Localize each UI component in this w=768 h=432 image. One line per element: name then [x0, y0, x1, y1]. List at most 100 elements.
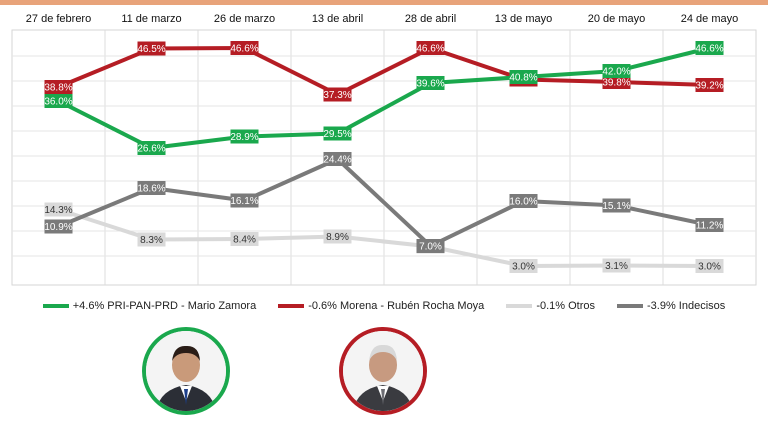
data-label: 8.3%: [140, 235, 163, 246]
series-morena-point: 46.6%: [416, 41, 445, 55]
data-label: 46.6%: [416, 44, 444, 55]
legend-swatch-light-gray: [506, 304, 533, 308]
series-morena-point: 37.3%: [323, 87, 352, 102]
data-label: 46.5%: [137, 44, 165, 55]
data-label-box: [137, 41, 166, 56]
data-label-box: [695, 41, 724, 55]
legend-item-pri-pan-prd: +4.6% PRI-PAN-PRD - Mario Zamora: [42, 300, 256, 312]
series-lines: [56, 46, 712, 268]
data-label-box: [323, 126, 352, 141]
line-chart: 27 de febrero 11 de marzo 26 de marzo 13 de…: [11, 13, 757, 286]
series-otros-point: 8.3%: [137, 232, 166, 247]
data-label-box: [137, 232, 166, 247]
data-label-box: [137, 181, 166, 195]
data-label: 3.1%: [605, 261, 628, 272]
x-tick-label: 27 de febrero: [26, 13, 91, 25]
series-morena-point: 39.8%: [602, 75, 631, 89]
data-label: 39.8%: [602, 78, 630, 89]
series-indecisos-point: 16.1%: [230, 193, 259, 208]
data-label: 3.0%: [512, 262, 535, 273]
data-label-box: [602, 258, 631, 273]
series-morena-point: 38.8%: [44, 80, 73, 94]
data-label: 15.1%: [602, 201, 630, 212]
x-tick-label: 11 de marzo: [121, 13, 181, 25]
data-label-box: [695, 78, 724, 92]
data-label-box: [44, 94, 73, 108]
series-pri-pan-prd-point: 42.0%: [602, 64, 631, 78]
series-otros-point: 14.3%: [44, 202, 73, 217]
data-label: 29.5%: [323, 129, 351, 140]
person-silhouette-icon: [343, 331, 423, 411]
series-otros-line: [56, 207, 712, 268]
data-label: 24.4%: [323, 155, 351, 166]
series-morena-line: [56, 46, 712, 97]
series-indecisos-point: 16.0%: [509, 194, 538, 208]
legend-item-indecisos: -3.9% Indecisos: [617, 300, 725, 312]
legend-item-morena: -0.6% Morena - Rubén Rocha Moya: [278, 300, 484, 312]
legend-swatch-red: [278, 304, 305, 308]
data-label-box: [509, 259, 538, 273]
series-otros-point: 3.0%: [509, 259, 538, 273]
candidate-portrait-mario-zamora: [142, 327, 230, 415]
data-label-box: [230, 193, 259, 208]
data-label: 10.9%: [44, 222, 72, 233]
data-label: 37.3%: [323, 90, 351, 101]
legend-swatch-green: [42, 304, 69, 308]
data-label: 36.0%: [44, 97, 72, 108]
data-label: 7.0%: [419, 242, 442, 253]
data-labels: 14.3%8.3%8.4%8.9%6.9%3.0%3.1%3.0%10.9%18…: [44, 41, 724, 273]
data-label-box: [137, 141, 166, 155]
data-label: 39.2%: [695, 81, 723, 92]
data-label-box: [44, 219, 73, 234]
data-label-box: [695, 259, 724, 273]
legend-label: -0.1% Otros: [536, 300, 595, 312]
data-label-box: [416, 76, 445, 90]
series-pri-pan-prd-line: [56, 46, 712, 150]
data-label: 16.1%: [230, 196, 258, 207]
data-label-box: [602, 75, 631, 89]
data-label: 39.6%: [416, 79, 444, 90]
series-indecisos-point: 15.1%: [602, 198, 631, 213]
data-label-box: [323, 87, 352, 102]
data-label-box: [323, 152, 352, 166]
series-pri-pan-prd-point: 46.6%: [695, 41, 724, 55]
data-label-box: [416, 239, 445, 253]
series-pri-pan-prd-point: 40.8%: [509, 70, 538, 84]
series-indecisos-point: 10.9%: [44, 219, 73, 234]
data-label: 46.6%: [230, 44, 258, 55]
series-indecisos-point: 24.4%: [323, 152, 352, 166]
data-label: 40.8%: [509, 73, 537, 84]
x-tick-label: 13 de abril: [312, 13, 363, 25]
top-accent-bar: [0, 0, 768, 5]
series-pri-pan-prd-point: 36.0%: [44, 94, 73, 108]
x-tick-label: 20 de mayo: [588, 13, 645, 25]
series-morena-point: 46.5%: [137, 41, 166, 56]
legend-item-otros: -0.1% Otros: [506, 300, 595, 312]
legend-swatch-dark-gray: [617, 304, 643, 308]
data-label-box: [44, 80, 73, 94]
x-axis-labels: 27 de febrero 11 de marzo 26 de marzo 13 de…: [26, 13, 738, 25]
series-morena-point: 39.2%: [695, 78, 724, 92]
data-label: 42.0%: [602, 67, 630, 78]
candidate-portrait-ruben-rocha-moya: [339, 327, 427, 415]
data-label-box: [44, 202, 73, 217]
data-label: 28.9%: [230, 132, 258, 143]
data-label: 14.3%: [44, 205, 72, 216]
data-label-box: [602, 198, 631, 213]
series-indecisos-line: [56, 157, 712, 248]
data-label: 26.6%: [137, 144, 165, 155]
series-indecisos-point: 7.0%: [416, 239, 445, 253]
data-label-box: [323, 229, 352, 244]
data-label-box: [230, 232, 259, 246]
series-morena-point: 46.6%: [230, 41, 259, 55]
x-tick-label: 24 de mayo: [681, 13, 738, 25]
data-label-box: [695, 218, 724, 232]
data-label-box: [509, 70, 538, 84]
series-pri-pan-prd-point: 26.6%: [137, 141, 166, 155]
legend-label: -0.6% Morena - Rubén Rocha Moya: [308, 300, 485, 312]
x-tick-label: 13 de mayo: [495, 13, 552, 25]
series-indecisos-point: 11.2%: [695, 218, 724, 232]
data-label: 11.2%: [696, 221, 724, 232]
series-otros-point: 8.4%: [230, 232, 259, 246]
data-label-box: [230, 41, 259, 55]
